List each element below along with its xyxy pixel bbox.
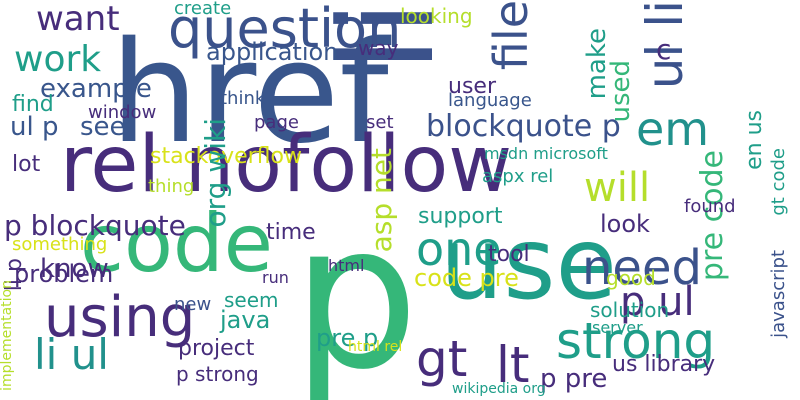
cloud-word: see: [80, 112, 126, 142]
cloud-word: aspx rel: [482, 166, 554, 187]
cloud-word: run: [262, 268, 289, 287]
cloud-word: code pre: [414, 264, 519, 292]
cloud-word: gt code: [768, 148, 789, 216]
cloud-word: en us: [742, 110, 767, 170]
cloud-word: user: [448, 74, 496, 99]
cloud-word: file: [484, 0, 538, 71]
cloud-word: question: [168, 0, 402, 60]
cloud-word: problem: [14, 260, 114, 288]
cloud-word: li ul: [34, 330, 109, 379]
cloud-word: us library: [612, 352, 716, 377]
cloud-word: p ul: [620, 279, 695, 325]
cloud-word: time: [266, 220, 316, 245]
cloud-word: thing: [148, 176, 195, 197]
cloud-word: way: [358, 36, 399, 60]
cloud-word: make: [582, 28, 612, 100]
cloud-word: tool: [488, 242, 530, 267]
cloud-word: page: [254, 112, 299, 133]
cloud-word: good: [606, 266, 656, 290]
cloud-word: something: [12, 234, 108, 255]
cloud-word: asp net: [365, 148, 398, 253]
cloud-word: project: [178, 336, 255, 361]
cloud-word: href: [110, 12, 389, 175]
cloud-word: em: [636, 102, 710, 156]
cloud-word: blockquote p: [426, 109, 621, 144]
cloud-word: p: [292, 181, 419, 400]
cloud-word: implementation: [0, 280, 15, 391]
cloud-word: org wiki: [199, 118, 232, 228]
cloud-word: stackoverflow: [150, 144, 302, 169]
cloud-word: application: [206, 38, 339, 66]
cloud-word: look: [600, 210, 650, 238]
cloud-word: lt: [496, 336, 530, 394]
cloud-word: know: [40, 254, 109, 284]
cloud-word: server: [592, 318, 643, 337]
cloud-word: p blockquote: [4, 209, 186, 242]
cloud-word: find: [12, 92, 54, 117]
cloud-word: javascript: [768, 250, 789, 338]
cloud-word: p strong: [176, 362, 259, 386]
cloud-word: ul p: [10, 112, 59, 142]
cloud-word: wikipedia org: [452, 381, 546, 397]
cloud-word: strong: [556, 312, 716, 370]
cloud-word: support: [418, 204, 503, 229]
cloud-word: found: [684, 196, 736, 217]
cloud-word: window: [88, 102, 157, 123]
cloud-word: set: [366, 112, 394, 133]
cloud-word: c: [656, 33, 672, 66]
cloud-word: looking: [400, 4, 473, 28]
cloud-word: new: [174, 294, 212, 315]
cloud-word: need: [582, 240, 702, 296]
cloud-word: seem: [224, 288, 279, 312]
cloud-word: html rel: [348, 339, 403, 355]
cloud-word: html: [328, 256, 365, 275]
cloud-word: think: [220, 88, 266, 109]
cloud-word: using: [44, 285, 196, 350]
cloud-word: language: [448, 90, 532, 111]
cloud-word: pre p: [316, 324, 379, 352]
cloud-word: work: [14, 39, 102, 80]
cloud-word: rel nofollow: [60, 120, 513, 210]
cloud-word: p pre: [540, 364, 608, 394]
cloud-word: code: [80, 197, 273, 290]
cloud-word: one: [416, 222, 502, 276]
cloud-word: gt: [416, 330, 468, 388]
cloud-word: will: [584, 165, 651, 211]
cloud-word: solution: [590, 298, 670, 322]
cloud-word: create: [174, 0, 232, 19]
cloud-word: java: [220, 306, 271, 334]
cloud-word: lot: [12, 152, 41, 177]
cloud-word: want: [36, 0, 120, 39]
cloud-word: use: [440, 205, 618, 322]
cloud-word: msdn microsoft: [484, 144, 608, 163]
cloud-word: example: [40, 74, 152, 104]
